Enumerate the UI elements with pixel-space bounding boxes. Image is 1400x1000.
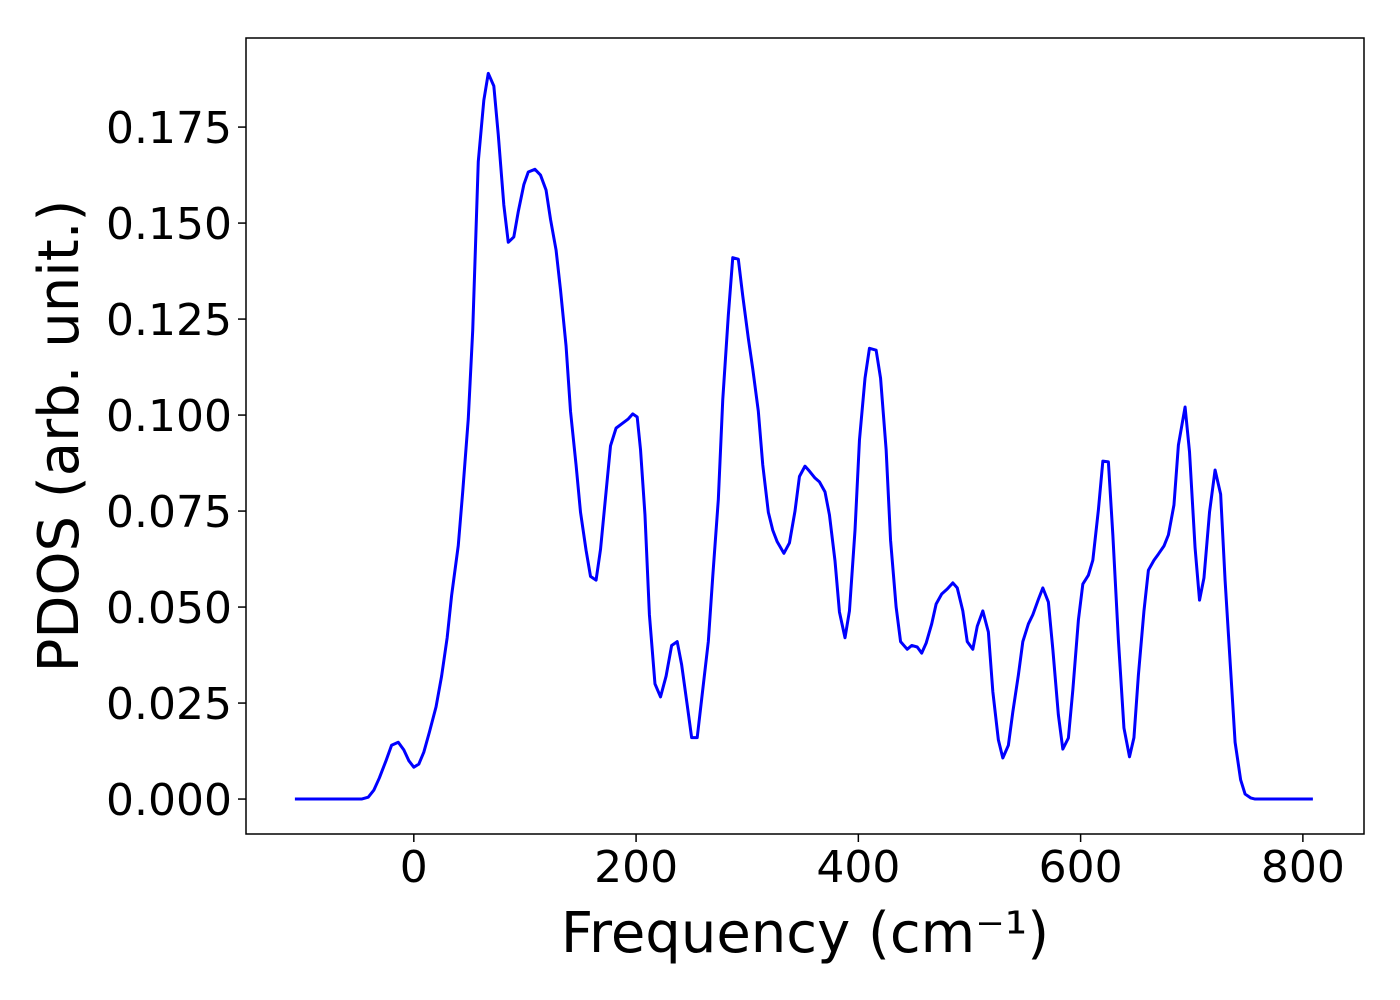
data-line xyxy=(294,71,1313,801)
x-axis-label: Frequency (cm⁻¹) xyxy=(561,901,1049,966)
x-tick-label: 800 xyxy=(1261,842,1345,893)
y-tick-label: 0.125 xyxy=(106,295,232,346)
y-tick-label: 0.100 xyxy=(106,391,232,442)
x-tick-label: 0 xyxy=(400,842,428,893)
y-tick-label: 0.050 xyxy=(106,583,232,634)
y-tick-label: 0.000 xyxy=(106,775,232,826)
x-tick-label: 200 xyxy=(594,842,678,893)
y-tick-label: 0.075 xyxy=(106,487,232,538)
y-tick-label: 0.175 xyxy=(106,103,232,154)
x-tick-label: 400 xyxy=(816,842,900,893)
x-tick-label: 600 xyxy=(1039,842,1123,893)
y-tick-label: 0.025 xyxy=(106,679,232,730)
y-axis-label: PDOS (arb. unit.) xyxy=(27,200,92,673)
y-tick-label: 0.150 xyxy=(106,199,232,250)
plot-frame xyxy=(245,37,1365,835)
